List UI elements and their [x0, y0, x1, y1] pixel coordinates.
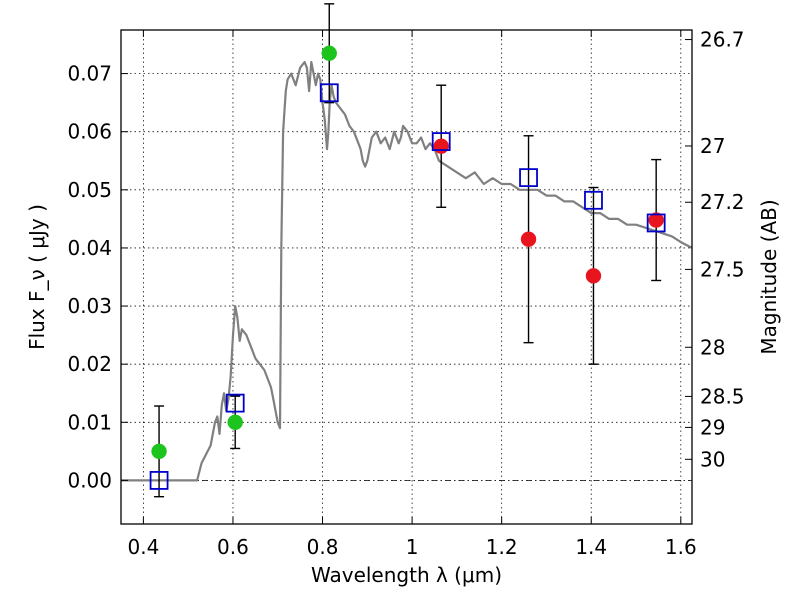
y-tick-label: 0.06	[67, 120, 112, 144]
green-point	[151, 443, 167, 460]
model-square	[319, 83, 339, 103]
y-axis-label: Flux F_ν ( μJy )	[25, 204, 49, 350]
red-point	[648, 212, 664, 228]
red-point	[433, 138, 449, 154]
y-tick-label: 0.07	[67, 62, 112, 86]
x-tick-label: 1.2	[486, 535, 518, 559]
y-tick-label: 0.03	[67, 294, 112, 318]
y-tick-label: 0.02	[67, 352, 112, 376]
model-square	[584, 190, 603, 210]
x-axis-label: Wavelength λ (μm)	[311, 563, 502, 587]
y2-tick-label: 28.5	[700, 384, 745, 408]
red-point	[520, 231, 537, 247]
y2-tick-label: 28	[700, 335, 725, 359]
model-square	[149, 471, 169, 490]
y2-tick-label: 27	[700, 134, 725, 158]
green-point	[321, 45, 337, 61]
y2-tick-label: 27.2	[700, 190, 745, 214]
x-tick-label: 1.6	[665, 535, 697, 559]
y2-tick-label: 30	[700, 447, 725, 471]
red-point	[585, 268, 602, 284]
x-tick-label: 1.4	[575, 535, 607, 559]
model-square	[431, 132, 451, 151]
x-tick-label: 0.8	[307, 535, 339, 559]
y-tick-label: 0.00	[67, 468, 112, 492]
model-spectrum	[121, 60, 693, 482]
x-tick-label: 0.6	[217, 535, 249, 559]
x-tick-label: 1	[406, 535, 419, 559]
data-markers	[149, 45, 666, 490]
model-square	[519, 168, 538, 188]
y2-tick-label: 26.7	[700, 28, 745, 52]
y-axis-ticks: 0.00 0.01 0.02 0.03 0.04 0.05 0.06 0.07	[67, 62, 128, 492]
plot-frame	[120, 29, 693, 525]
y2-axis-ticks: 26.7 27 27.2 27.5 28 28.5 29 30	[685, 28, 745, 471]
y-tick-label: 0.05	[67, 178, 112, 202]
x-tick-label: 0.4	[127, 535, 159, 559]
green-point	[227, 414, 243, 431]
x-axis-ticks: 0.4 0.6 0.8 1 1.2 1.4 1.6	[127, 30, 697, 559]
y2-axis-label: Magnitude (AB)	[757, 199, 781, 354]
y-tick-label: 0.04	[67, 236, 112, 260]
model-square	[225, 393, 245, 413]
y-tick-label: 0.01	[67, 410, 112, 434]
y2-tick-label: 29	[700, 415, 725, 439]
model-square	[646, 213, 666, 233]
model-line	[121, 60, 693, 482]
y2-tick-label: 27.5	[700, 257, 745, 281]
grid	[121, 30, 692, 524]
